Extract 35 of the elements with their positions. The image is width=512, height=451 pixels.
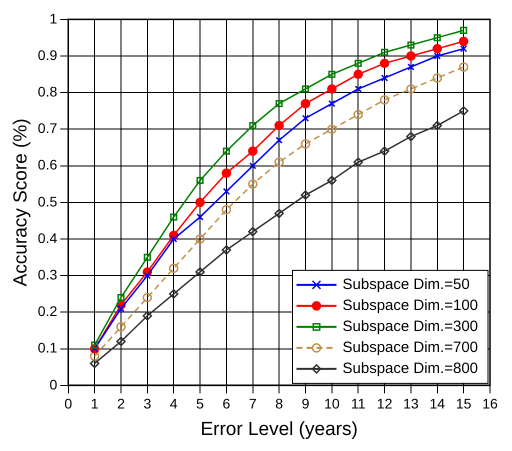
- x-tick-label: 9: [302, 396, 310, 412]
- x-tick-label: 7: [248, 396, 257, 412]
- x-tick-label: 8: [275, 396, 284, 412]
- y-tick-label: 0.7: [38, 120, 58, 136]
- x-tick-label: 5: [196, 396, 204, 412]
- legend-label: Subspace Dim.=300: [342, 318, 478, 336]
- y-tick-label: 0: [49, 376, 58, 392]
- x-tick-label: 15: [456, 396, 472, 412]
- x-tick-label: 14: [429, 396, 446, 412]
- y-tick-label: 1: [49, 10, 58, 26]
- y-tick-label: 0.5: [38, 193, 58, 210]
- y-tick-label: 0.8: [38, 83, 58, 100]
- x-tick-label: 6: [222, 396, 231, 412]
- x-tick-label: 16: [482, 396, 498, 412]
- y-tick-label: 0.4: [38, 230, 58, 246]
- y-tick-label: 0.9: [38, 46, 58, 63]
- y-axis-title: Accuracy Score (%): [10, 118, 32, 286]
- y-tick-label: 0.6: [38, 156, 58, 173]
- y-tick-label: 0.2: [38, 303, 58, 320]
- x-axis-title: Error Level (years): [200, 418, 358, 440]
- y-tick-label: 0.3: [38, 266, 58, 282]
- x-tick-label: 11: [350, 396, 366, 412]
- y-tick-label: 0.1: [38, 340, 58, 356]
- x-tick-label: 3: [143, 396, 152, 412]
- x-tick-label: 12: [376, 396, 393, 412]
- x-tick-label: 4: [170, 396, 178, 412]
- legend-label: Subspace Dim.=800: [342, 360, 478, 378]
- x-tick-label: 10: [324, 396, 340, 412]
- x-tick-label: 0: [64, 396, 72, 412]
- x-tick-label: 13: [403, 396, 419, 412]
- legend-label: Subspace Dim.=700: [342, 339, 478, 356]
- x-tick-label: 1: [90, 396, 99, 412]
- legend-label: Subspace Dim.=50: [342, 276, 470, 294]
- x-tick-label: 2: [117, 396, 126, 412]
- legend-label: Subspace Dim.=100: [342, 297, 478, 314]
